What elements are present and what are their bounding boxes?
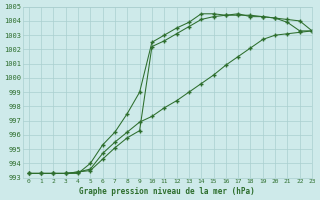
X-axis label: Graphe pression niveau de la mer (hPa): Graphe pression niveau de la mer (hPa): [79, 187, 255, 196]
